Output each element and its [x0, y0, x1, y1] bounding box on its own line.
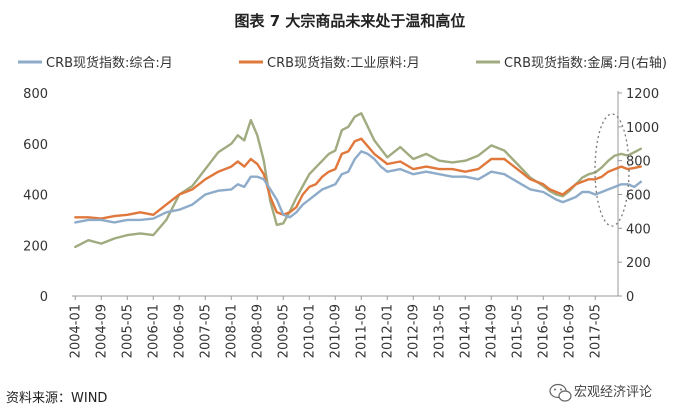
x-tick-label: 2017-05 [588, 304, 603, 358]
wechat-icon [549, 383, 572, 402]
legend-label: CRB现货指数:综合:月 [46, 55, 173, 71]
left-tick-label: 800 [23, 87, 48, 102]
x-tick-label: 2005-05 [120, 304, 135, 358]
x-tick-label: 2014-09 [484, 304, 499, 358]
x-tick-label: 2006-01 [146, 304, 161, 358]
x-tick-label: 2004-09 [94, 304, 109, 358]
legend-item-1: CRB现货指数:工业原料:月 [239, 55, 420, 71]
x-tick-label: 2012-09 [406, 304, 421, 358]
left-axis: 0 200 400 600 800 [23, 87, 48, 305]
x-tick-label: 2007-05 [198, 304, 213, 358]
x-tick-label: 2012-01 [380, 304, 395, 358]
watermark: 宏观经济评论 [549, 383, 652, 402]
highlight-ellipse [594, 113, 630, 227]
series-line-1 [74, 137, 642, 220]
legend-item-2: CRB现货指数:金属:月(右轴) [476, 55, 667, 71]
left-tick-label: 400 [23, 189, 48, 204]
left-tick-label: 0 [40, 290, 48, 305]
watermark-text: 宏观经济评论 [574, 385, 652, 400]
right-tick-label: 1200 [626, 87, 659, 102]
left-tick-label: 600 [23, 138, 48, 153]
right-tick-label: 400 [626, 222, 651, 237]
right-tick-label: 0 [626, 290, 634, 305]
right-tick-label: 200 [626, 256, 651, 271]
x-axis: 2004-01 2004-09 2005-05 2006-01 2006-09 2007-… [68, 296, 603, 358]
x-tick-label: 2011-05 [354, 304, 369, 358]
right-tick-label: 1000 [626, 121, 659, 136]
x-tick-label: 2014-01 [458, 304, 473, 358]
x-tick-label: 2009-05 [276, 304, 291, 358]
x-tick-label: 2016-09 [562, 304, 577, 358]
x-tick-label: 2008-09 [250, 304, 265, 358]
series-line-0 [74, 150, 642, 224]
legend: CRB现货指数:综合:月 CRB现货指数:工业原料:月 CRB现货指数:金属:月(右… [18, 55, 667, 71]
legend-item-0: CRB现货指数:综合:月 [18, 55, 173, 71]
x-tick-label: 2004-01 [68, 304, 83, 358]
x-tick-label: 2015-05 [510, 304, 525, 358]
right-tick-label: 600 [626, 189, 651, 204]
legend-label: CRB现货指数:金属:月(右轴) [504, 55, 667, 71]
source-note: 资料来源：WIND [6, 391, 107, 406]
x-tick-label: 2010-09 [328, 304, 343, 358]
chart-title: 图表 7 大宗商品未来处于温和高位 [235, 12, 466, 30]
left-tick-label: 200 [23, 239, 48, 254]
x-tick-label: 2008-01 [224, 304, 239, 358]
x-tick-label: 2010-01 [302, 304, 317, 358]
x-tick-label: 2016-01 [536, 304, 551, 358]
series-lines [74, 112, 642, 249]
x-tick-label: 2006-09 [172, 304, 187, 358]
x-tick-label: 2013-05 [432, 304, 447, 358]
right-axis: 0 200 400 600 800 1000 1200 [618, 87, 659, 305]
right-tick-label: 800 [626, 155, 651, 170]
legend-label: CRB现货指数:工业原料:月 [267, 55, 420, 71]
